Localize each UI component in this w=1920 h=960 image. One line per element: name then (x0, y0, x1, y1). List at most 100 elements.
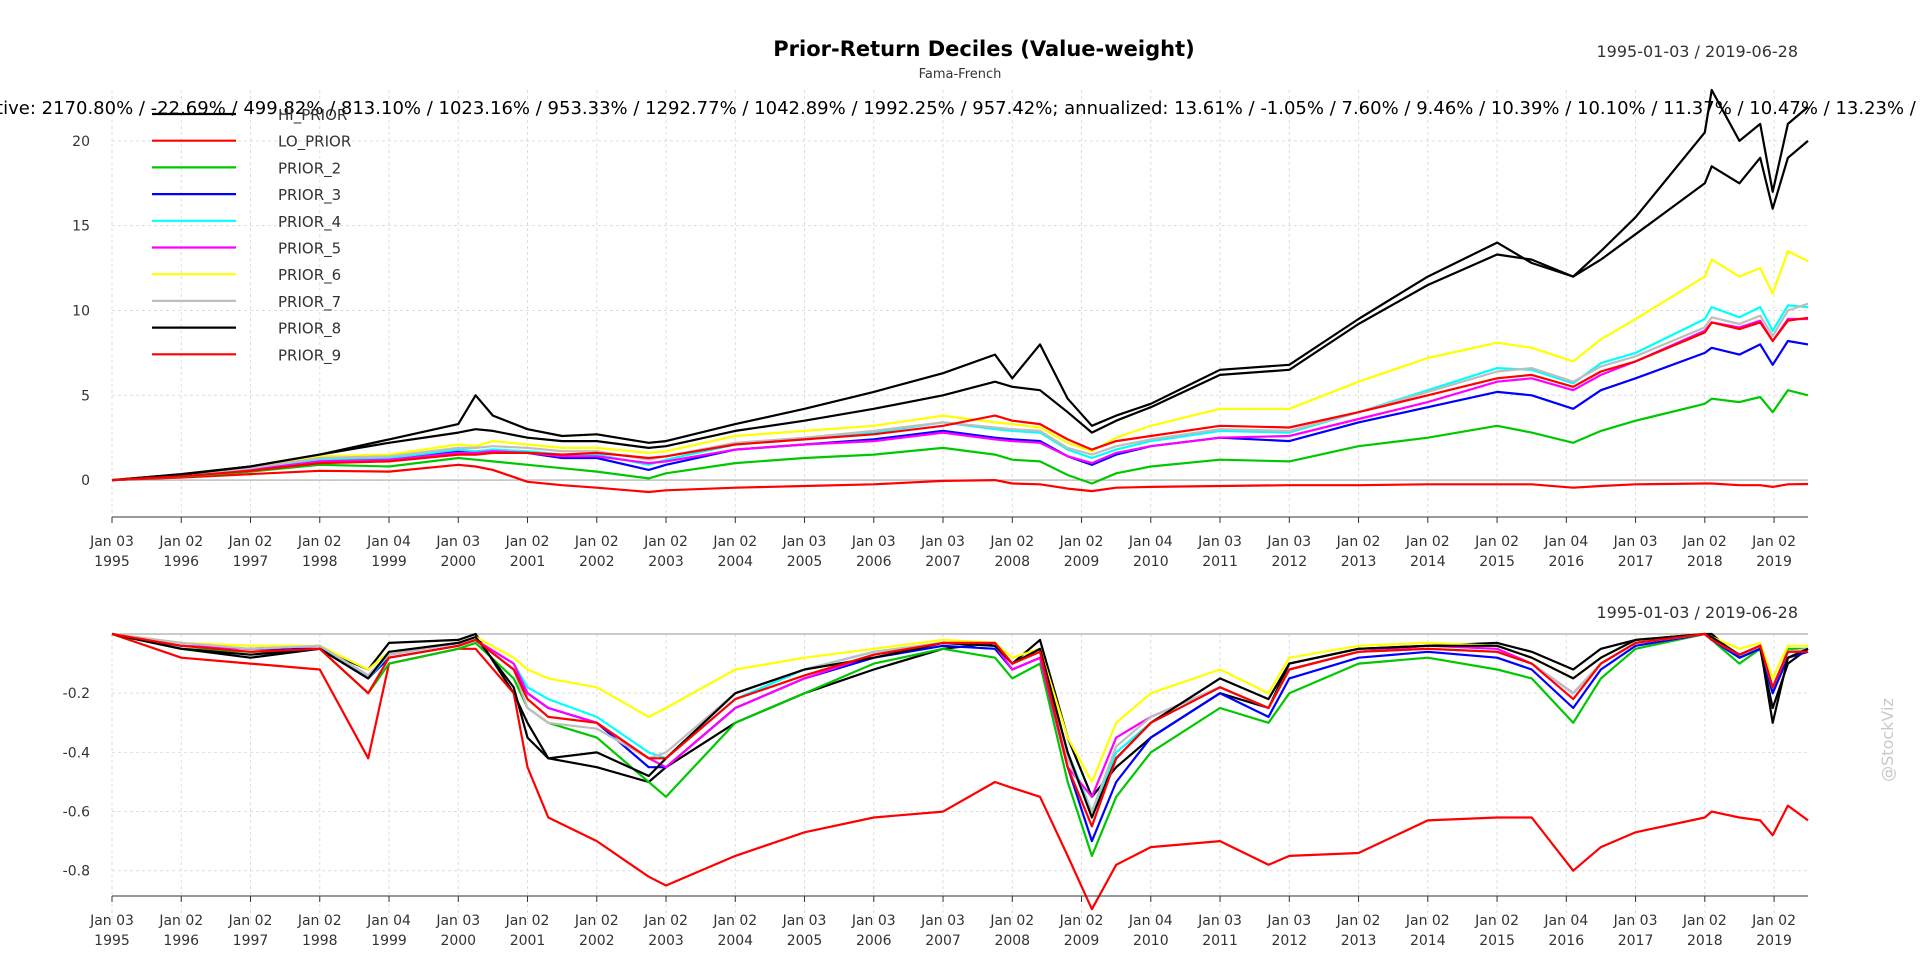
x-tick-label: Jan 02 (1751, 534, 1796, 550)
legend-label: PRIOR_7 (278, 293, 341, 312)
series-line-prior-2 (111, 389, 1809, 485)
x-tick-label: 2005 (787, 554, 823, 570)
x-tick-label: 1997 (233, 933, 269, 949)
x-tick-label: 2019 (1756, 554, 1792, 570)
x-tick-label: 1998 (302, 554, 338, 570)
x-tick-label: 2008 (994, 554, 1030, 570)
x-tick-label: Jan 02 (1059, 913, 1104, 929)
x-tick-label: 2009 (1064, 554, 1100, 570)
legend-label: PRIOR_5 (278, 240, 341, 259)
x-tick-label: 2002 (579, 554, 615, 570)
x-tick-label: Jan 02 (712, 534, 757, 550)
x-tick-label: Jan 02 (1336, 913, 1381, 929)
x-tick-label: Jan 02 (297, 534, 342, 550)
x-tick-label: Jan 02 (1059, 534, 1104, 550)
series-line-prior-9 (111, 632, 1808, 828)
x-tick-label: 1998 (302, 933, 338, 949)
series-line-prior-8 (111, 632, 1809, 819)
drawdown-plot: -0.2 -0.4 -0.6 -0.8 Jan 03 1995 Jan 02 1996 Jan … (63, 632, 1809, 949)
x-tick-label: Jan 03 (435, 534, 480, 550)
legend-label: PRIOR_4 (278, 213, 341, 232)
x-tick-label: 1996 (163, 554, 199, 570)
x-tick-label: Jan 02 (228, 534, 273, 550)
x-tick-label: Jan 02 (505, 913, 550, 929)
x-tick-label: Jan 03 (1266, 534, 1311, 550)
legend-label: HI_PRIOR (278, 106, 347, 125)
x-tick-label: 2012 (1271, 554, 1307, 570)
x-tick-label: Jan 03 (89, 534, 134, 550)
x-tick-label: 2019 (1756, 933, 1792, 949)
chart-subtitle: Fama-French (919, 67, 1002, 82)
x-tick-label: 2005 (787, 933, 823, 949)
x-tick-label: Jan 02 (1405, 913, 1450, 929)
x-tick-label: 2004 (717, 554, 753, 570)
x-tick-label: Jan 03 (920, 913, 965, 929)
x-tick-label: 2003 (648, 933, 684, 949)
top-date-range: 1995-01-03 / 2019-06-28 (1596, 42, 1798, 61)
y-tick-label: 10 (72, 303, 90, 319)
x-tick-label: 2014 (1410, 554, 1446, 570)
y-tick-label: -0.6 (63, 805, 90, 821)
x-tick-label: 2015 (1479, 933, 1515, 949)
x-tick-label: Jan 03 (1197, 913, 1242, 929)
x-tick-label: 1999 (371, 554, 407, 570)
x-tick-label: Jan 02 (643, 913, 688, 929)
bottom-date-range: 1995-01-03 / 2019-06-28 (1596, 603, 1798, 622)
legend-label: PRIOR_6 (278, 266, 341, 285)
x-tick-label: 2012 (1271, 933, 1307, 949)
x-tick-label: 1995 (94, 554, 130, 570)
x-tick-label: 2006 (856, 554, 892, 570)
chart-title: Prior-Return Deciles (Value-weight) (773, 37, 1194, 61)
x-tick-label: 2014 (1410, 933, 1446, 949)
x-tick-label: Jan 03 (782, 913, 827, 929)
y-tick-label: -0.8 (63, 864, 90, 880)
x-tick-label: Jan 03 (1197, 534, 1242, 550)
legend-label: LO_PRIOR (278, 133, 351, 152)
legend-label: PRIOR_2 (278, 159, 341, 178)
series-line-prior-5 (111, 632, 1809, 798)
x-tick-label: 1997 (233, 554, 269, 570)
x-tick-label: 2009 (1064, 933, 1100, 949)
x-tick-label: 2007 (925, 554, 961, 570)
x-tick-label: 2010 (1133, 554, 1169, 570)
x-tick-label: Jan 04 (366, 534, 411, 550)
x-tick-label: Jan 02 (158, 534, 203, 550)
series-line-prior-6 (111, 632, 1808, 784)
x-tick-label: 2010 (1133, 933, 1169, 949)
legend-label: PRIOR_8 (278, 320, 341, 339)
x-tick-label: 2008 (994, 933, 1030, 949)
y-tick-label: 20 (72, 134, 90, 150)
x-tick-label: 2004 (717, 933, 753, 949)
x-tick-label: 2017 (1618, 933, 1654, 949)
x-tick-label: Jan 04 (1543, 913, 1588, 929)
x-tick-label: Jan 02 (1336, 534, 1381, 550)
x-tick-label: 2011 (1202, 933, 1238, 949)
x-tick-label: 2013 (1341, 554, 1377, 570)
series-line-lo-prior (111, 463, 1809, 494)
series-line-prior-2 (111, 632, 1808, 857)
x-tick-label: Jan 03 (920, 534, 965, 550)
series-line-prior-7 (111, 302, 1809, 482)
x-tick-label: Jan 02 (989, 534, 1034, 550)
x-tick-label: 2003 (648, 554, 684, 570)
x-tick-label: Jan 02 (574, 534, 619, 550)
series-line-hi-prior (111, 632, 1809, 798)
x-tick-label: Jan 04 (1543, 534, 1588, 550)
x-tick-label: Jan 02 (297, 913, 342, 929)
legend: HI_PRIOR LO_PRIOR PRIOR_2 PRIOR_3 PRIOR_4 PRI… (152, 106, 351, 365)
x-tick-label: 2006 (856, 933, 892, 949)
x-tick-label: 2001 (510, 554, 546, 570)
x-tick-label: Jan 04 (1128, 913, 1173, 929)
x-tick-label: Jan 02 (574, 913, 619, 929)
x-tick-label: 2016 (1548, 933, 1584, 949)
y-tick-label: 5 (81, 388, 90, 404)
x-tick-label: 2018 (1687, 554, 1723, 570)
series-line-prior-9 (111, 316, 1809, 482)
x-tick-label: Jan 04 (366, 913, 411, 929)
series-line-prior-6 (111, 250, 1809, 482)
series-line-prior-8 (111, 140, 1809, 482)
x-tick-label: 2001 (510, 933, 546, 949)
x-tick-label: 2002 (579, 933, 615, 949)
x-tick-label: 2000 (440, 554, 476, 570)
x-tick-label: Jan 02 (1751, 913, 1796, 929)
